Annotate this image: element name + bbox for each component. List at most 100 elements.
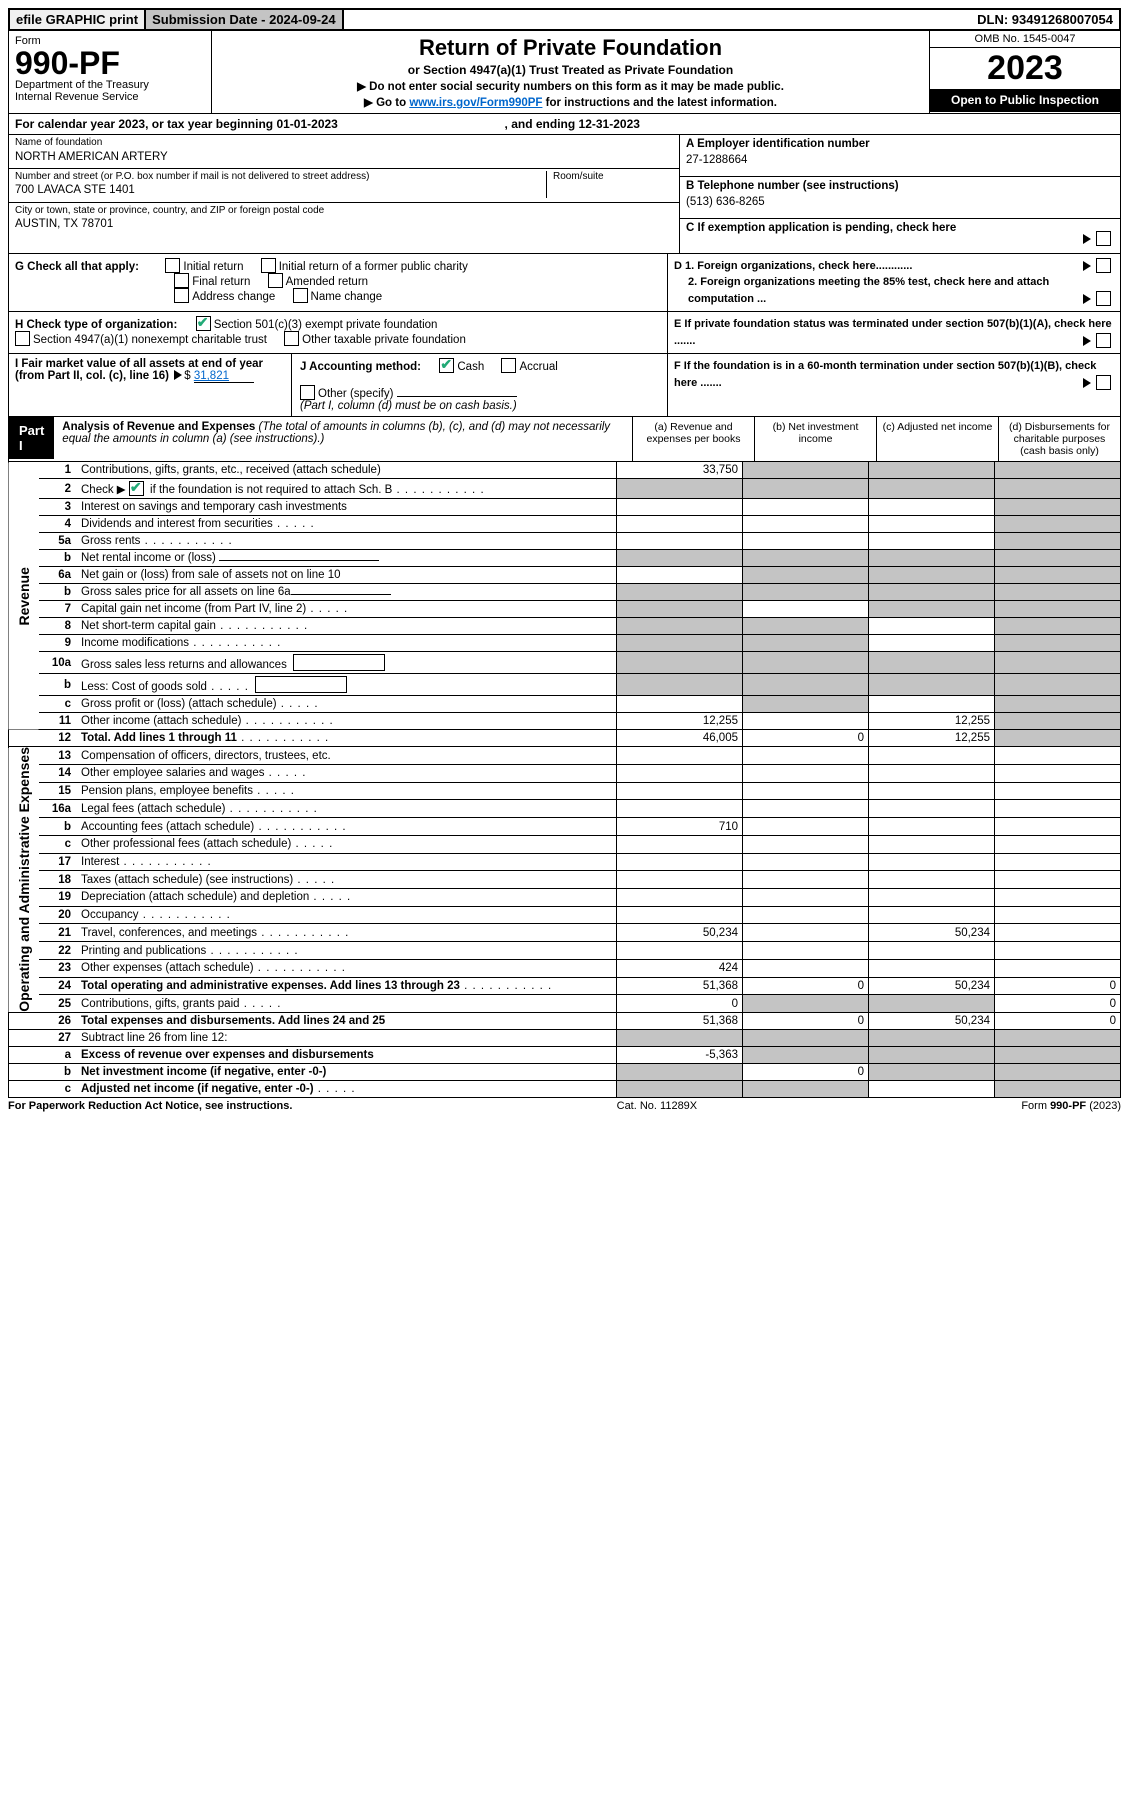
val-26c: 50,234 <box>869 1013 995 1030</box>
triangle-icon <box>1083 261 1091 271</box>
ein-value: 27-1288664 <box>686 154 747 166</box>
open-inspection: Open to Public Inspection <box>930 89 1120 111</box>
row-8: Net short-term capital gain <box>77 618 617 635</box>
g-initial: Initial return <box>183 261 243 273</box>
j-other-field[interactable] <box>397 396 517 397</box>
ein-label: A Employer identification number <box>686 138 870 150</box>
form-ref: Form 990-PF (2023) <box>1021 1100 1121 1112</box>
row-4: Dividends and interest from securities <box>77 516 617 533</box>
val-24a: 51,368 <box>617 977 743 995</box>
addr-label: Number and street (or P.O. box number if… <box>15 171 546 184</box>
triangle-icon <box>174 370 182 380</box>
row-11: Other income (attach schedule) <box>77 713 617 730</box>
name-label: Name of foundation <box>15 137 673 150</box>
j-other: Other (specify) <box>318 388 393 400</box>
identity-block: Name of foundation NORTH AMERICAN ARTERY… <box>8 135 1121 254</box>
g-initial-former-checkbox[interactable] <box>261 258 276 273</box>
val-12c: 12,255 <box>869 730 995 747</box>
calyear-end: 12-31-2023 <box>579 117 640 131</box>
irs-link[interactable]: www.irs.gov/Form990PF <box>409 97 542 109</box>
g-final: Final return <box>192 276 250 288</box>
opex-section-label: Operating and Administrative Expenses <box>9 747 40 1013</box>
row-5b: Net rental income or (loss) <box>77 550 617 567</box>
foundation-name: NORTH AMERICAN ARTERY <box>15 150 673 164</box>
val-23a: 424 <box>617 959 743 977</box>
paperwork-notice: For Paperwork Reduction Act Notice, see … <box>8 1100 292 1112</box>
room-label: Room/suite <box>553 171 673 184</box>
c-label: C If exemption application is pending, c… <box>686 222 956 234</box>
val-27aa: -5,363 <box>617 1047 743 1064</box>
d2-checkbox[interactable] <box>1096 291 1111 306</box>
footer-row: For Paperwork Reduction Act Notice, see … <box>8 1098 1121 1112</box>
section-ij-row: I Fair market value of all assets at end… <box>8 354 1121 417</box>
val-12a: 46,005 <box>617 730 743 747</box>
foundation-address: 700 LAVACA STE 1401 <box>15 183 546 197</box>
h-4947: Section 4947(a)(1) nonexempt charitable … <box>33 334 267 346</box>
g-final-checkbox[interactable] <box>174 273 189 288</box>
d1-checkbox[interactable] <box>1096 258 1111 273</box>
i-value[interactable]: 31,821 <box>194 370 254 383</box>
row-6b-field[interactable] <box>291 594 391 595</box>
val-12b: 0 <box>743 730 869 747</box>
row-12: Total. Add lines 1 through 11 <box>77 730 617 747</box>
val-1a: 33,750 <box>617 462 743 479</box>
triangle-icon <box>1083 234 1091 244</box>
row-5a: Gross rents <box>77 533 617 550</box>
val-11a: 12,255 <box>617 713 743 730</box>
c-checkbox[interactable] <box>1096 231 1111 246</box>
row-10a-field[interactable] <box>293 654 385 671</box>
j-cash: Cash <box>457 361 484 373</box>
j-label: J Accounting method: <box>300 361 421 373</box>
val-21a: 50,234 <box>617 924 743 942</box>
g-amended-checkbox[interactable] <box>268 273 283 288</box>
section-h-row: H Check type of organization: Section 50… <box>8 312 1121 354</box>
j-accrual-checkbox[interactable] <box>501 358 516 373</box>
j-cash-checkbox[interactable] <box>439 358 454 373</box>
dln: DLN: 93491268007054 <box>971 10 1119 29</box>
j-note: (Part I, column (d) must be on cash basi… <box>300 400 517 412</box>
row-10b-field[interactable] <box>255 676 347 693</box>
row-27: Subtract line 26 from line 12: <box>77 1030 617 1047</box>
row-3: Interest on savings and temporary cash i… <box>77 499 617 516</box>
f-checkbox[interactable] <box>1096 375 1111 390</box>
row-27b: Net investment income (if negative, ente… <box>77 1064 617 1081</box>
row2-checkbox[interactable] <box>129 481 144 496</box>
g-initial-checkbox[interactable] <box>165 258 180 273</box>
form-subtitle: or Section 4947(a)(1) Trust Treated as P… <box>220 63 921 77</box>
row-5b-field[interactable] <box>219 560 379 561</box>
row-6a: Net gain or (loss) from sale of assets n… <box>77 567 617 584</box>
row-16b: Accounting fees (attach schedule) <box>77 818 617 836</box>
val-27bb: 0 <box>743 1064 869 1081</box>
part1-title: Analysis of Revenue and Expenses <box>62 421 255 433</box>
e-checkbox[interactable] <box>1096 333 1111 348</box>
val-24c: 50,234 <box>869 977 995 995</box>
tax-year: 2023 <box>930 48 1120 89</box>
top-bar: efile GRAPHIC print Submission Date - 20… <box>8 8 1121 31</box>
row-10c: Gross profit or (loss) (attach schedule) <box>77 696 617 713</box>
row-7: Capital gain net income (from Part IV, l… <box>77 601 617 618</box>
h-other-checkbox[interactable] <box>284 331 299 346</box>
calyear-mid: , and ending <box>505 117 579 131</box>
row-20: Occupancy <box>77 906 617 924</box>
h-4947-checkbox[interactable] <box>15 331 30 346</box>
val-26d: 0 <box>995 1013 1121 1030</box>
part1-label: Part I <box>9 417 54 459</box>
h-other: Other taxable private foundation <box>302 334 466 346</box>
g-addr-checkbox[interactable] <box>174 288 189 303</box>
e-label: E If private foundation status was termi… <box>674 318 1112 347</box>
d1-label: D 1. Foreign organizations, check here..… <box>674 260 912 272</box>
form-number: 990-PF <box>15 47 205 79</box>
val-16ba: 710 <box>617 818 743 836</box>
g-name-checkbox[interactable] <box>293 288 308 303</box>
triangle-icon <box>1083 378 1091 388</box>
val-25a: 0 <box>617 995 743 1013</box>
row-15: Pension plans, employee benefits <box>77 782 617 800</box>
calyear-begin: 01-01-2023 <box>276 117 337 131</box>
h-501-checkbox[interactable] <box>196 316 211 331</box>
row-26: Total expenses and disbursements. Add li… <box>77 1013 617 1030</box>
d2-label: 2. Foreign organizations meeting the 85%… <box>688 276 1049 305</box>
form-title: Return of Private Foundation <box>220 35 921 61</box>
j-other-checkbox[interactable] <box>300 385 315 400</box>
val-26a: 51,368 <box>617 1013 743 1030</box>
part1-table: Revenue 1Contributions, gifts, grants, e… <box>8 462 1121 1098</box>
